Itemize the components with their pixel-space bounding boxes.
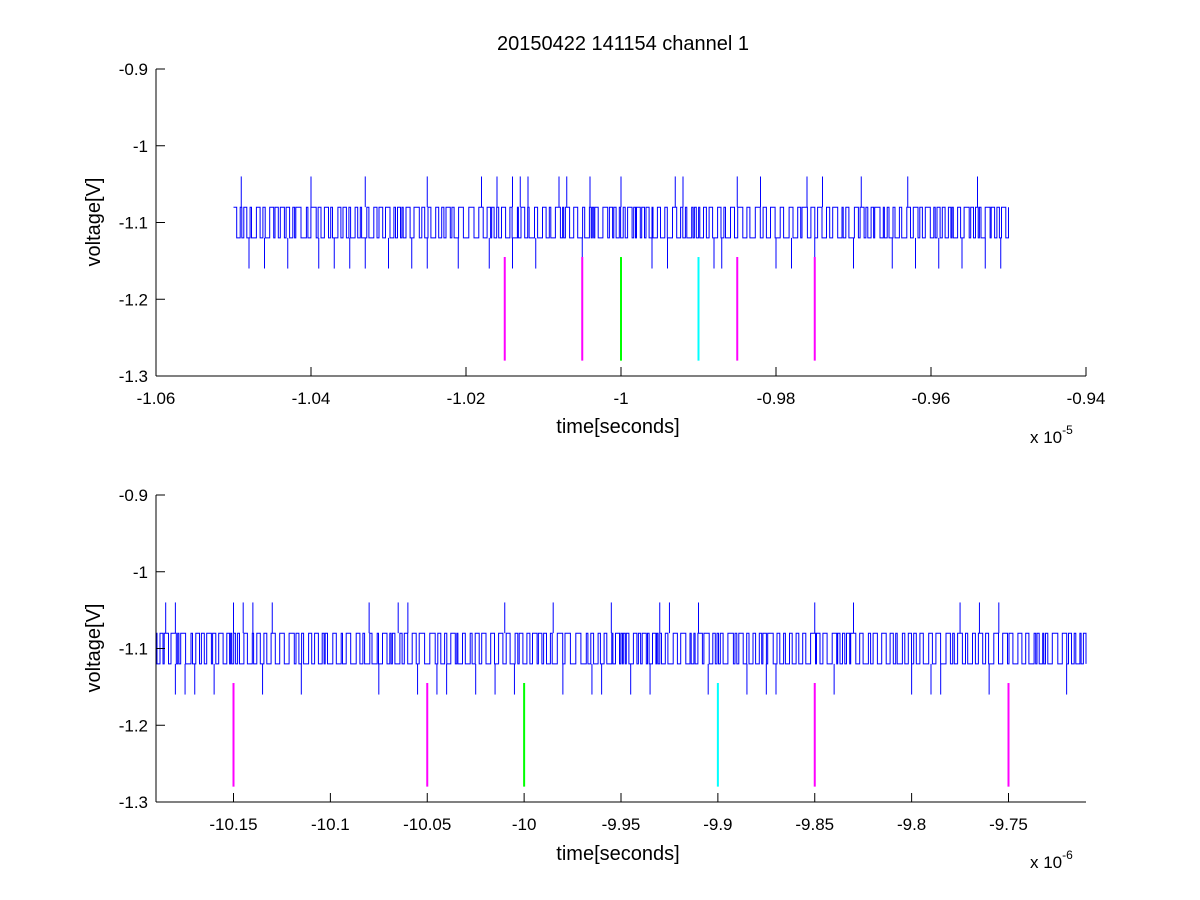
bottom-ytick-label: -0.9 <box>119 486 148 505</box>
bottom-ytick-label: -1.2 <box>119 716 148 735</box>
top-x-multiplier-base: x 10 <box>1030 428 1062 447</box>
top-ytick-label: -1 <box>133 137 148 156</box>
top-ytick-label: -0.9 <box>119 60 148 79</box>
top-x-multiplier: x 10-5 <box>1030 423 1073 447</box>
bottom-xtick-label: -9.85 <box>795 815 834 834</box>
top-xtick-label: -0.98 <box>757 389 796 408</box>
bottom-xtick-label: -9.8 <box>897 815 926 834</box>
top-ytick-label: -1.1 <box>119 214 148 233</box>
bottom-ytick-label: -1.3 <box>119 793 148 812</box>
top-subplot: -1.3 -1.2 -1.1 -1 -0.9 -1.06 -1.04 -1.02 -1 -0.98… <box>83 60 1105 447</box>
bottom-event-markers <box>232 683 1010 787</box>
bottom-subplot: -1.3 -1.2 -1.1 -1 -0.9 -10.15 -10.1 -10.05 -10 -9… <box>83 486 1087 872</box>
top-xtick-label: -0.94 <box>1067 389 1106 408</box>
top-xtick-label: -0.96 <box>912 389 951 408</box>
top-ytick-label: -1.2 <box>119 290 148 309</box>
bottom-xtick-label: -10.15 <box>209 815 257 834</box>
top-xtick-label: -1.06 <box>137 389 176 408</box>
top-x-label: time[seconds] <box>556 416 679 438</box>
top-xtick-label: -1 <box>613 389 628 408</box>
top-xtick-label: -1.02 <box>447 389 486 408</box>
bottom-xtick-label: -10.1 <box>311 815 350 834</box>
bottom-y-label: voltage[V] <box>83 604 105 693</box>
bottom-x-multiplier-exp: -6 <box>1062 848 1073 862</box>
bottom-xtick-label: -10 <box>512 815 537 834</box>
bottom-signal-series <box>156 602 1087 695</box>
bottom-ticks: -1.3 -1.2 -1.1 -1 -0.9 -10.15 -10.1 -10.05 -10 -9… <box>119 486 1028 834</box>
bottom-x-multiplier: x 10-6 <box>1030 848 1073 872</box>
bottom-ytick-label: -1 <box>133 563 148 582</box>
bottom-x-multiplier-base: x 10 <box>1030 853 1062 872</box>
top-y-label: voltage[V] <box>83 178 105 267</box>
top-ytick-label: -1.3 <box>119 367 148 386</box>
top-event-markers <box>503 257 816 361</box>
bottom-xtick-label: -9.95 <box>602 815 641 834</box>
bottom-xtick-label: -9.9 <box>703 815 732 834</box>
top-ticks: -1.3 -1.2 -1.1 -1 -0.9 -1.06 -1.04 -1.02 -1 -0.98… <box>119 60 1106 408</box>
top-x-multiplier-exp: -5 <box>1062 423 1073 437</box>
bottom-xtick-label: -10.05 <box>403 815 451 834</box>
bottom-xtick-label: -9.75 <box>989 815 1028 834</box>
bottom-ytick-label: -1.1 <box>119 640 148 659</box>
top-series-line <box>233 206 1009 239</box>
chart-title: 20150422 141154 channel 1 <box>497 33 749 55</box>
top-xtick-label: -1.04 <box>292 389 331 408</box>
bottom-series-line <box>156 632 1087 665</box>
bottom-x-label: time[seconds] <box>556 843 679 865</box>
